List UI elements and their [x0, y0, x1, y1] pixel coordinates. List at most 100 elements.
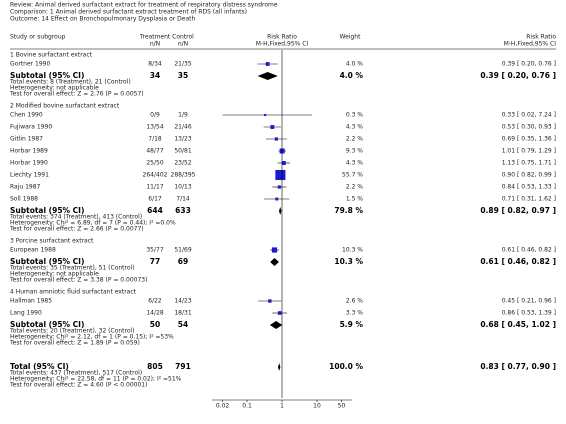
- note: Test for overall effect: Z = 2.66 (P = 0…: [9, 226, 144, 233]
- col-rr: Risk Ratio: [526, 34, 556, 41]
- effect-square: [264, 113, 267, 117]
- effect-square: [270, 125, 275, 129]
- study-rr: 0.45 [ 0.21, 0.96 ]: [502, 298, 556, 305]
- note: Total events: 20 (Treatment), 32 (Contro…: [9, 328, 135, 335]
- study-rr: 0.86 [ 0.53, 1.39 ]: [502, 310, 556, 317]
- x-tick-label: 50: [338, 403, 346, 410]
- study-treatment: 8/34: [148, 61, 162, 68]
- note: Heterogeneity: Chi² = 6.89, df = 7 (P = …: [10, 220, 176, 227]
- summary-label: Subtotal (95% CI): [10, 206, 84, 215]
- study-name: Chen 1990: [10, 112, 43, 119]
- col-plot: Risk Ratio: [267, 34, 297, 41]
- study-treatment: 11/17: [146, 184, 163, 191]
- study-control: 23/52: [174, 160, 191, 167]
- header-outcome: Outcome: 14 Effect on Bronchopulmonary D…: [10, 16, 196, 23]
- study-control: 21/35: [174, 61, 191, 68]
- study-treatment: 264/402: [143, 172, 168, 179]
- study-weight: 1.5 %: [346, 196, 363, 203]
- study-rr: 1.01 [ 0.79, 1.29 ]: [502, 148, 556, 155]
- summary-weight: 4.0 %: [340, 71, 364, 80]
- header-comparison: Comparison: 1 Animal derived surfactant …: [10, 9, 247, 16]
- study-weight: 55.7 %: [342, 172, 363, 179]
- study-control: 1/9: [178, 112, 188, 119]
- summary-rr: 0.89 [ 0.82, 0.97 ]: [480, 206, 556, 215]
- study-weight: 9.3 %: [346, 148, 363, 155]
- study-rr: 0.33 [ 0.02, 7.24 ]: [502, 112, 556, 119]
- summary-label: Total (95% CI): [10, 362, 69, 371]
- summary-label: Subtotal (95% CI): [10, 71, 84, 80]
- x-tick-label: 10: [313, 403, 321, 410]
- group-title: 4 Human amniotic fluid surfactant extrac…: [10, 289, 137, 296]
- study-treatment: 7/18: [148, 136, 162, 143]
- study-rr: 1.13 [ 0.75, 1.71 ]: [502, 160, 556, 167]
- summary-label: Subtotal (95% CI): [10, 320, 84, 329]
- study-control: 7/14: [176, 196, 190, 203]
- summary-label: Subtotal (95% CI): [10, 257, 84, 266]
- study-weight: 4.3 %: [346, 160, 363, 167]
- study-name: Liechty 1991: [10, 172, 49, 179]
- diamond: [270, 258, 279, 266]
- study-weight: 4.0 %: [346, 61, 363, 68]
- study-name: Lang 1990: [10, 310, 42, 317]
- study-control: 51/69: [174, 247, 191, 254]
- study-rr: 0.39 [ 0.20, 0.76 ]: [502, 61, 556, 68]
- note: Test for overall effect: Z = 3.38 (P = 0…: [9, 277, 147, 284]
- study-control: 13/23: [174, 136, 191, 143]
- effect-square: [277, 311, 282, 315]
- x-tick-label: 0.02: [216, 403, 230, 410]
- study-control: 21/46: [174, 124, 191, 131]
- study-control: 288/395: [171, 172, 196, 179]
- summary-control: 633: [175, 206, 191, 215]
- x-tick-label: 0.1: [242, 403, 252, 410]
- summary-treatment: 50: [150, 320, 160, 329]
- study-weight: 4.3 %: [346, 124, 363, 131]
- study-treatment: 25/50: [146, 160, 163, 167]
- study-treatment: 14/28: [146, 310, 163, 317]
- note: Heterogeneity: not applicable: [10, 271, 99, 278]
- study-rr: 0.69 [ 0.35, 1.36 ]: [502, 136, 556, 143]
- summary-rr: 0.83 [ 0.77, 0.90 ]: [480, 362, 556, 371]
- summary-control: 54: [178, 320, 188, 329]
- study-weight: 0.3 %: [346, 112, 363, 119]
- note: Total events: 374 (Treatment), 413 (Cont…: [9, 214, 142, 221]
- summary-treatment: 805: [147, 362, 163, 371]
- study-weight: 3.3 %: [346, 310, 363, 317]
- study-name: Raju 1987: [10, 184, 41, 191]
- study-name: Hallman 1985: [10, 298, 52, 305]
- group-title: 3 Porcine surfactant extract: [10, 238, 94, 245]
- group-title: 1 Bovine surfactant extract: [10, 52, 93, 59]
- study-name: European 1988: [10, 247, 56, 254]
- study-rr: 0.90 [ 0.82, 0.99 ]: [502, 172, 556, 179]
- summary-rr: 0.61 [ 0.46, 0.82 ]: [480, 257, 556, 266]
- study-treatment: 35/77: [146, 247, 163, 254]
- study-weight: 2.2 %: [346, 184, 363, 191]
- effect-square: [275, 169, 286, 181]
- col-plot: M-H,Fixed,95% CI: [256, 41, 309, 48]
- summary-treatment: 644: [147, 206, 163, 215]
- group-title: 2 Modified bovine surfactant extract: [10, 103, 120, 110]
- summary-weight: 100.0 %: [329, 362, 363, 371]
- diamond: [278, 207, 282, 215]
- col-study: Study or subgroup: [10, 34, 66, 41]
- note: Total events: 437 (Treatment), 517 (Cont…: [9, 370, 142, 377]
- study-control: 10/13: [174, 184, 191, 191]
- summary-weight: 5.9 %: [340, 320, 364, 329]
- note: Heterogeneity: not applicable: [10, 85, 99, 92]
- col-treatment: Treatment: [139, 34, 171, 41]
- effect-square: [265, 62, 270, 66]
- x-tick-label: 1: [280, 403, 284, 410]
- study-rr: 0.61 [ 0.46, 0.82 ]: [502, 247, 556, 254]
- summary-weight: 10.3 %: [334, 257, 363, 266]
- effect-square: [271, 247, 278, 253]
- summary-weight: 79.8 %: [334, 206, 363, 215]
- study-rr: 0.71 [ 0.31, 1.62 ]: [502, 196, 556, 203]
- effect-square: [275, 197, 279, 201]
- col-weight: Weight: [340, 34, 362, 41]
- study-control: 18/31: [174, 310, 191, 317]
- study-name: Gortner 1990: [10, 61, 50, 68]
- col-rr: M-H,Fixed,95% CI: [504, 41, 557, 48]
- study-treatment: 0/9: [150, 112, 160, 119]
- header-review: Review: Animal derived surfactant extrac…: [10, 2, 278, 9]
- study-rr: 0.53 [ 0.30, 0.93 ]: [502, 124, 556, 131]
